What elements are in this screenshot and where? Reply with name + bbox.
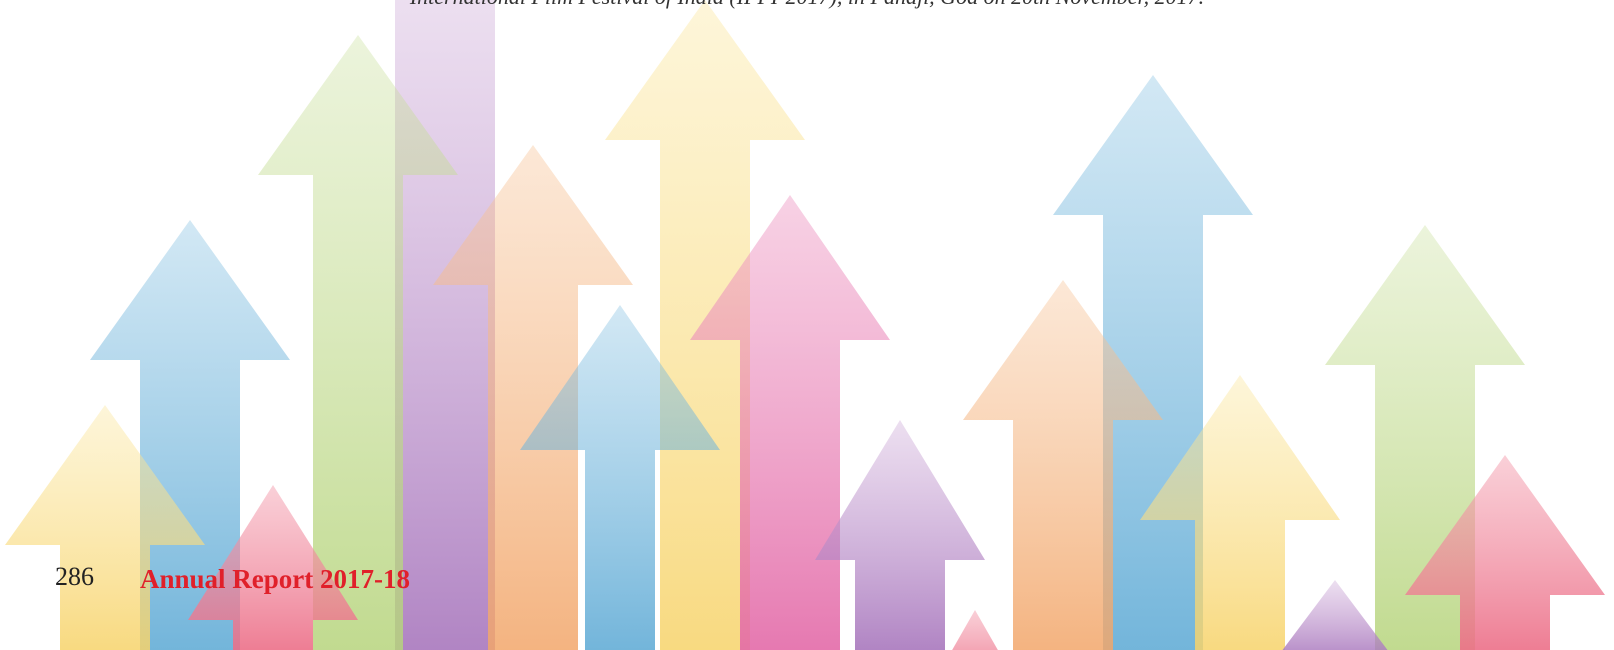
document-page: International Film Festival of India (IF… xyxy=(0,0,1614,650)
page-number: 286 xyxy=(55,562,94,591)
page: International Film Festival of India (IF… xyxy=(0,0,1614,650)
arrow-shape xyxy=(395,0,495,650)
caption: International Film Festival of India (IF… xyxy=(409,0,1204,9)
report-title: Annual Report 2017-18 xyxy=(140,564,410,594)
arrow-shape xyxy=(815,420,985,650)
arrow-decoration xyxy=(5,0,1605,650)
arrow-shape xyxy=(935,610,1015,650)
